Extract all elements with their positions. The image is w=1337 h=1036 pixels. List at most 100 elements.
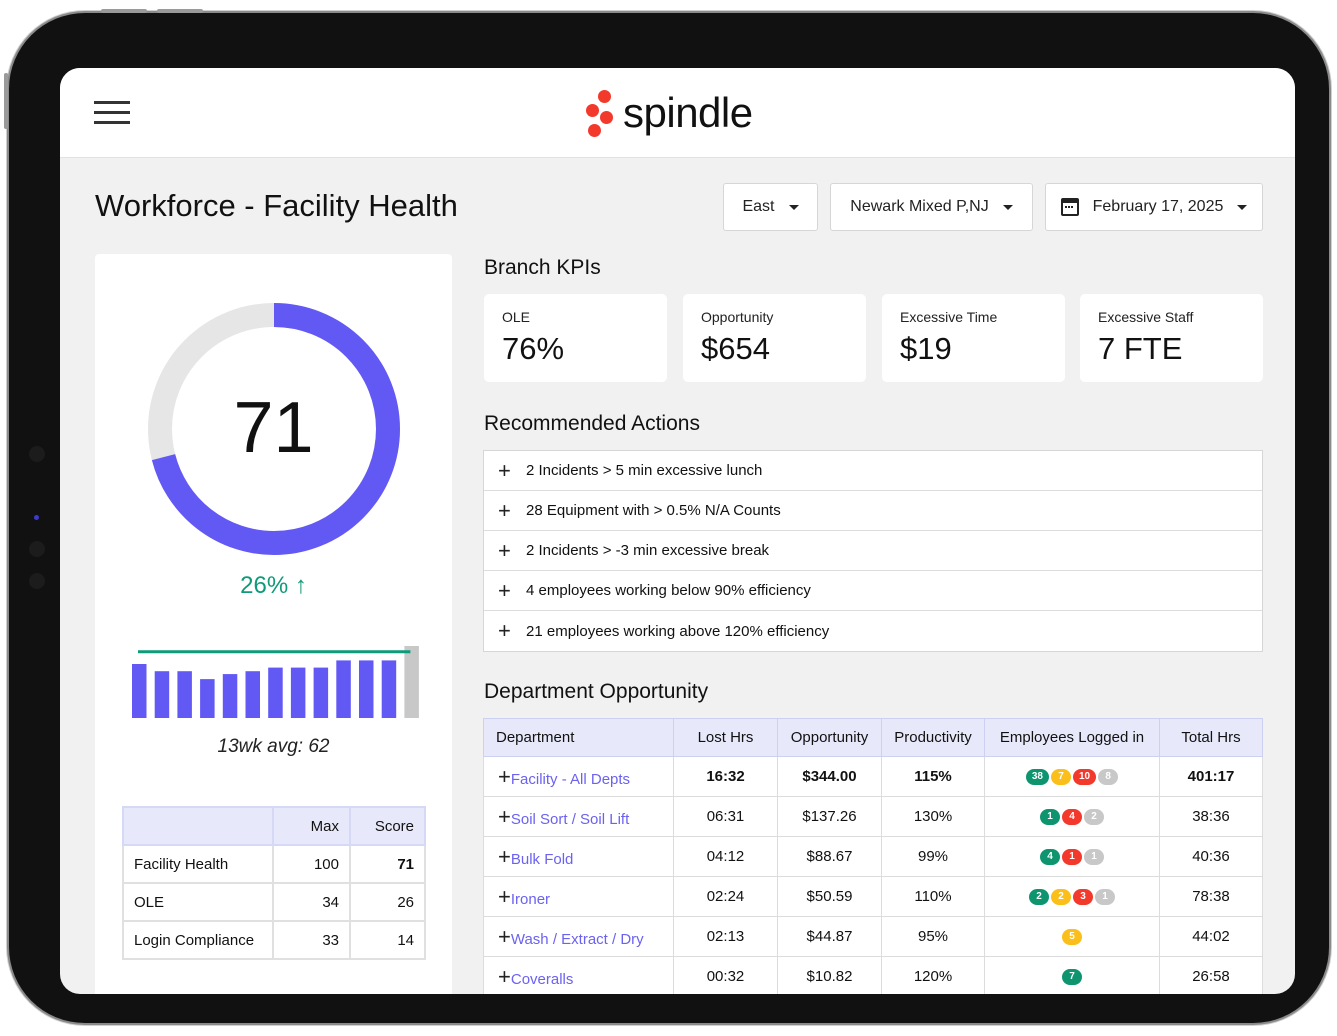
kpi-card-excessive-staff: Excessive Staff 7 FTE: [1080, 294, 1263, 382]
hamburger-icon[interactable]: [94, 101, 132, 127]
sparkline-bar: [154, 671, 170, 718]
col-lost-hrs[interactable]: Lost Hrs: [673, 718, 778, 757]
kpi-card-opportunity: Opportunity $654: [683, 294, 866, 382]
score-row-score: 14: [349, 920, 426, 960]
employee-count-pill-red: 1: [1062, 849, 1082, 866]
app-screen: spindle Workforce - Facility Health East…: [60, 68, 1295, 994]
spindle-logo-icon: [585, 88, 615, 138]
dept-link[interactable]: Coveralls: [510, 970, 574, 988]
score-header-max: Max: [272, 806, 351, 846]
score-row: OLE 34 26: [122, 882, 426, 922]
expand-plus-icon[interactable]: +: [498, 963, 511, 989]
employee-count-pill-red: 10: [1073, 769, 1097, 786]
caret-down-icon: [1002, 204, 1013, 210]
score-row-name: OLE: [122, 882, 274, 922]
expand-plus-icon[interactable]: +: [498, 457, 511, 483]
action-item[interactable]: + 2 Incidents > -3 min excessive break: [484, 531, 1262, 571]
score-table-header: Max Score: [122, 806, 426, 846]
action-item[interactable]: + 2 Incidents > 5 min excessive lunch: [484, 451, 1262, 491]
expand-plus-icon[interactable]: +: [498, 763, 511, 789]
kpi-card-excessive-time: Excessive Time $19: [882, 294, 1065, 382]
dept-cell: +Facility - All Depts: [483, 756, 674, 797]
kpi-label: Excessive Time: [900, 309, 998, 325]
date-picker[interactable]: February 17, 2025: [1045, 183, 1263, 231]
kpi-card-ole: OLE 76%: [484, 294, 667, 382]
opportunity-cell: $50.59: [777, 876, 882, 917]
opportunity-cell: $44.87: [777, 916, 882, 957]
dept-table-row: +Ironer 02:24 $50.59 110% 2 2 3 1 78:38: [483, 876, 1263, 917]
score-row-score: 71: [349, 844, 426, 884]
dept-link[interactable]: Bulk Fold: [510, 850, 574, 868]
score-header-score: Score: [349, 806, 426, 846]
expand-plus-icon[interactable]: +: [498, 883, 511, 909]
employee-count-pill-gray: 1: [1095, 889, 1115, 906]
kpi-label: Excessive Staff: [1098, 309, 1194, 325]
col-productivity[interactable]: Productivity: [881, 718, 985, 757]
productivity-cell: 110%: [881, 876, 985, 917]
score-row: Login Compliance 33 14: [122, 920, 426, 960]
employee-count-pill-yellow: 2: [1051, 889, 1071, 906]
employee-count-pill-yellow: 7: [1051, 769, 1071, 786]
camera-sensor: [29, 541, 45, 557]
dept-link[interactable]: Soil Sort / Soil Lift: [510, 810, 630, 828]
caret-down-icon: [788, 204, 799, 210]
dept-link[interactable]: Wash / Extract / Dry: [510, 930, 644, 948]
volume-button: [101, 9, 147, 13]
sparkline-bar: [177, 671, 192, 718]
kpi-value: 7 FTE: [1098, 331, 1183, 366]
expand-plus-icon[interactable]: +: [498, 537, 511, 563]
dept-cell: +Coveralls: [483, 956, 674, 994]
col-department[interactable]: Department: [483, 718, 674, 757]
region-dropdown[interactable]: East: [723, 183, 818, 231]
expand-plus-icon[interactable]: +: [498, 497, 511, 523]
action-text: 21 employees working above 120% efficien…: [526, 622, 830, 640]
action-item[interactable]: + 4 employees working below 90% efficien…: [484, 571, 1262, 611]
sparkline-bar: [381, 660, 397, 718]
expand-plus-icon[interactable]: +: [498, 577, 511, 603]
kpi-label: OLE: [502, 309, 531, 325]
col-opportunity[interactable]: Opportunity: [777, 718, 882, 757]
employee-count-pill-green: 1: [1040, 809, 1060, 826]
kpi-value: $654: [701, 331, 770, 366]
kpis-title: Branch KPIs: [484, 256, 601, 279]
score-row-name: Login Compliance: [122, 920, 274, 960]
sparkline-bar: [245, 671, 260, 718]
lost-hrs-cell: 02:13: [673, 916, 778, 957]
facility-value: Newark Mixed P,NJ: [850, 198, 989, 215]
sparkline-bar: [313, 667, 329, 718]
dept-link[interactable]: Ironer: [510, 890, 551, 908]
action-text: 28 Equipment with > 0.5% N/A Counts: [526, 502, 781, 519]
employees-cell: 7: [984, 956, 1160, 994]
actions-title: Recommended Actions: [484, 412, 700, 435]
action-item[interactable]: + 21 employees working above 120% effici…: [484, 611, 1262, 651]
page-title: Workforce - Facility Health: [95, 188, 458, 223]
camera-sensor: [29, 446, 45, 462]
opportunity-cell: $10.82: [777, 956, 882, 994]
sparkline-bar: [222, 674, 238, 718]
total-hrs-cell: 78:38: [1159, 876, 1263, 917]
expand-plus-icon[interactable]: +: [498, 923, 511, 949]
sparkline-bar: [290, 667, 306, 718]
kpi-value: 76%: [502, 331, 565, 366]
caret-down-icon: [1237, 204, 1248, 210]
total-hrs-cell: 44:02: [1159, 916, 1263, 957]
employee-count-pill-green: 2: [1029, 889, 1049, 906]
total-hrs-cell: 401:17: [1159, 756, 1263, 797]
col-employees-logged-in[interactable]: Employees Logged in: [984, 718, 1160, 757]
expand-plus-icon[interactable]: +: [498, 843, 511, 869]
employee-count-pill-red: 4: [1062, 809, 1082, 826]
dept-cell: +Soil Sort / Soil Lift: [483, 796, 674, 837]
expand-plus-icon[interactable]: +: [498, 803, 511, 829]
action-item[interactable]: + 28 Equipment with > 0.5% N/A Counts: [484, 491, 1262, 531]
sparkline-bar: [200, 679, 215, 718]
facility-health-card: 71 26% ↑ 13wk avg: 62 Max Score Facility…: [95, 254, 452, 994]
col-total-hrs[interactable]: Total Hrs: [1159, 718, 1263, 757]
action-text: 2 Incidents > 5 min excessive lunch: [526, 462, 763, 479]
total-hrs-cell: 26:58: [1159, 956, 1263, 994]
facility-dropdown[interactable]: Newark Mixed P,NJ: [830, 183, 1033, 231]
dept-link[interactable]: Facility - All Depts: [510, 770, 631, 788]
employee-count-pill-green: 38: [1025, 769, 1049, 786]
expand-plus-icon[interactable]: +: [498, 618, 511, 643]
score-row-max: 33: [272, 920, 351, 960]
